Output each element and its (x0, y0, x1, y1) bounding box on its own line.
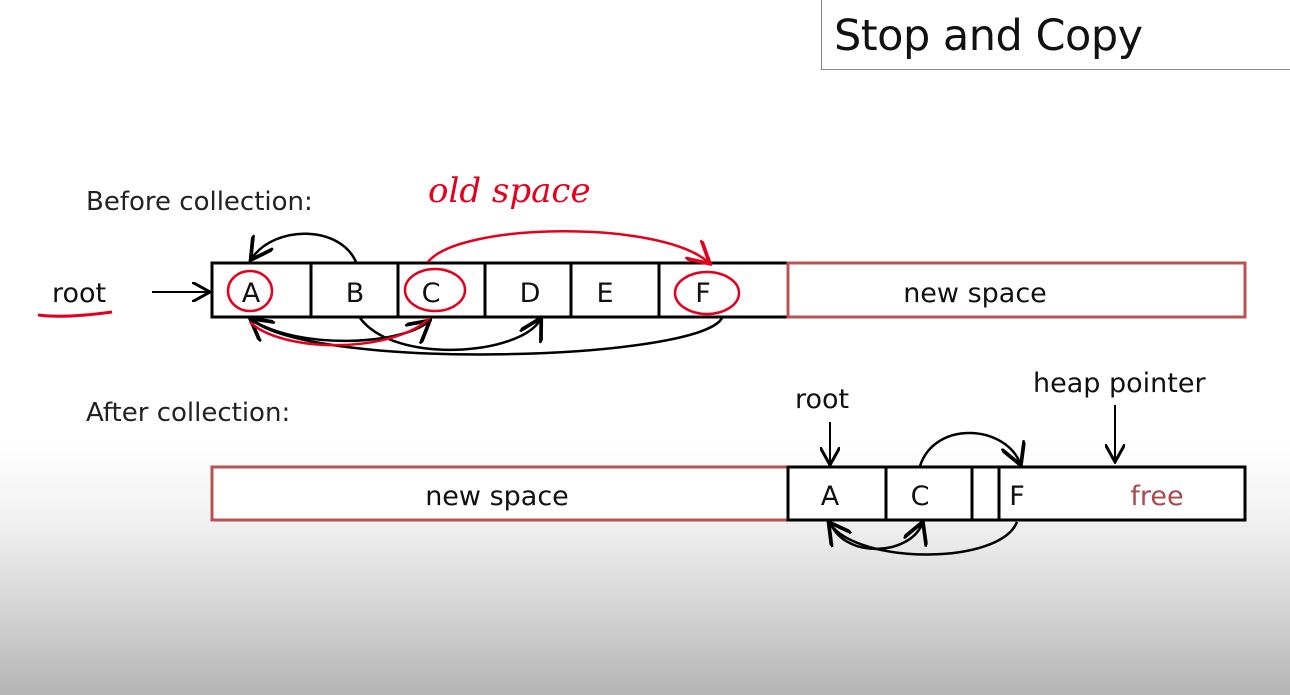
pointer-c-to-f-after (918, 431, 1020, 466)
before-cell-c: C (422, 278, 441, 309)
pointer-f-to-a-after (830, 522, 1019, 556)
red-circle-f (673, 270, 741, 316)
old-space-box (210, 261, 790, 319)
after-cell-c: C (911, 481, 930, 512)
after-copy-space-box (786, 465, 1247, 522)
after-cell-f: F (1009, 481, 1025, 512)
before-cell-e: E (596, 278, 613, 309)
pointer-b-to-d (358, 318, 540, 352)
before-cell-d: D (520, 278, 541, 309)
old-space-note: old space (428, 171, 591, 211)
red-trace-a-to-c (249, 317, 431, 347)
after-heap: new space A C F free root heap pointer (210, 368, 1247, 556)
slide-title-box: Stop and Copy (821, 0, 1290, 70)
red-annotations: old space (37, 171, 741, 347)
before-new-space-box (786, 261, 1247, 319)
before-cell-a: A (242, 278, 261, 309)
after-cell-a: A (821, 481, 840, 512)
before-heap: A B C D E F new space root (52, 232, 1247, 356)
red-underline-root (37, 310, 113, 318)
before-new-space-label: new space (903, 278, 1047, 309)
before-root-label: root (52, 278, 106, 309)
before-cell-b: B (346, 278, 365, 309)
after-root-label: root (795, 384, 849, 415)
free-label: free (1130, 481, 1183, 512)
after-new-space-label: new space (425, 481, 569, 512)
before-collection-heading: Before collection: (86, 187, 313, 217)
after-collection-heading: After collection: (86, 398, 291, 428)
red-circle-a (226, 269, 274, 313)
after-new-space-box (210, 465, 790, 522)
before-cell-f: F (695, 278, 711, 309)
slide-title: Stop and Copy (834, 11, 1143, 61)
pointer-b-to-a (252, 232, 358, 262)
heap-pointer-label: heap pointer (1033, 368, 1206, 399)
red-arrow-c-to-f (427, 230, 708, 262)
red-circle-c (403, 267, 467, 313)
pointer-f-to-a (252, 318, 724, 356)
